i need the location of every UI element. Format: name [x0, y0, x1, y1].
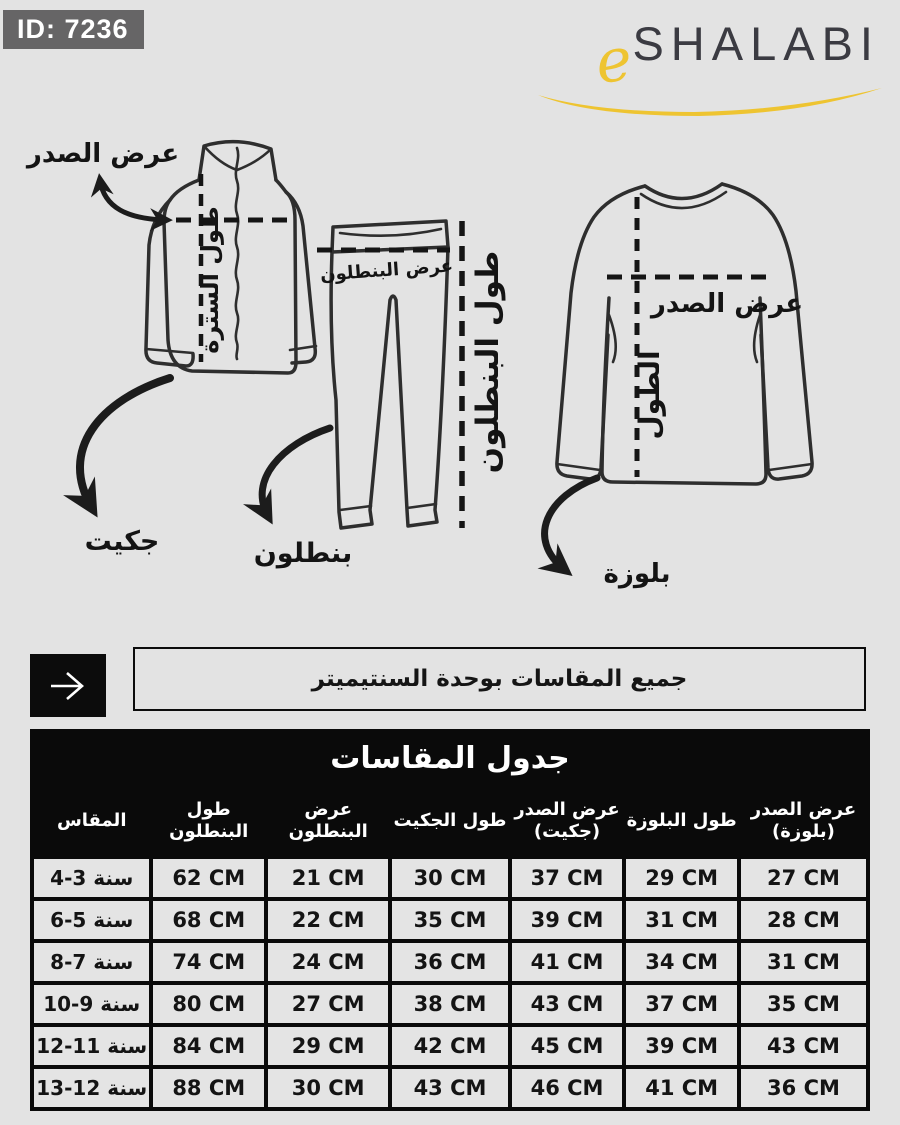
value-cell: 38 CM	[392, 985, 508, 1023]
jacket-chest-arrow	[90, 173, 173, 232]
blouse-drawing: عرض الصدر الطول بلوزة	[537, 182, 814, 589]
pants-drawing: عرض البنطلون طول البنطلون بنطلون	[242, 219, 506, 569]
value-cell: 31 CM	[740, 943, 866, 981]
value-cell: 21 CM	[268, 859, 389, 897]
size-cell: سنة 12-13	[34, 1069, 150, 1107]
product-id-badge: ID: 7236	[3, 10, 144, 49]
size-cell: سنة 3-4	[34, 859, 150, 897]
value-cell: 28 CM	[740, 901, 866, 939]
value-cell: 46 CM	[511, 1069, 623, 1107]
value-cell: 80 CM	[153, 985, 265, 1023]
pants-length-label: طول البنطلون	[470, 251, 506, 474]
col-header-pants-length: طول البنطلون	[169, 799, 249, 842]
size-cell: سنة 7-8	[34, 943, 150, 981]
size-cell: سنة 11-12	[34, 1027, 150, 1065]
value-cell: 36 CM	[740, 1069, 866, 1107]
value-cell: 43 CM	[392, 1069, 508, 1107]
value-cell: 42 CM	[392, 1027, 508, 1065]
value-cell: 45 CM	[511, 1027, 623, 1065]
brand-logo: e SHALABI	[592, 17, 880, 98]
jacket-pointer-arrow	[63, 374, 174, 518]
value-cell: 88 CM	[153, 1069, 265, 1107]
pants-name-label: بنطلون	[254, 538, 352, 569]
size-table: جدول المقاسات المقاس طول البنطلون عرض ال…	[30, 729, 870, 1111]
jacket-drawing: عرض الصدر طول السترة جكيت	[25, 139, 318, 557]
logo-brand-name: SHALABI	[632, 17, 880, 70]
value-cell: 27 CM	[268, 985, 389, 1023]
value-cell: 37 CM	[626, 985, 737, 1023]
size-cell: سنة 9-10	[34, 985, 150, 1023]
size-cell: سنة 5-6	[34, 901, 150, 939]
value-cell: 35 CM	[392, 901, 508, 939]
col-header-pants-width: عرض البنطلون	[288, 799, 368, 842]
blouse-length-label: الطول	[633, 350, 666, 439]
pants-width-label: عرض البنطلون	[319, 255, 453, 285]
value-cell: 43 CM	[511, 985, 623, 1023]
pants-pointer-arrow	[242, 424, 334, 525]
jacket-zipper	[234, 146, 240, 361]
value-cell: 34 CM	[626, 943, 737, 981]
right-arrow-icon	[51, 671, 84, 700]
value-cell: 74 CM	[153, 943, 265, 981]
col-header-chest-width-jacket: عرض الصدر (جكيت)	[514, 799, 620, 842]
value-cell: 31 CM	[626, 901, 737, 939]
value-cell: 41 CM	[626, 1069, 737, 1107]
banner-arrow-box	[30, 654, 106, 717]
measurement-diagram: عرض الصدر طول السترة جكيت عرض البنطلون ط…	[25, 139, 814, 589]
value-cell: 41 CM	[511, 943, 623, 981]
value-cell: 37 CM	[511, 859, 623, 897]
jacket-name-label: جكيت	[85, 526, 160, 557]
col-header-chest-width-blouse: عرض الصدر (بلوزة)	[750, 799, 857, 842]
value-cell: 24 CM	[268, 943, 389, 981]
units-note-banner: جميع المقاسات بوحدة السنتيميتر	[133, 647, 866, 711]
value-cell: 36 CM	[392, 943, 508, 981]
logo-swoosh-icon	[538, 88, 882, 116]
value-cell: 39 CM	[626, 1027, 737, 1065]
jacket-chest-width-label: عرض الصدر	[25, 139, 179, 169]
blouse-pointer-arrow	[537, 474, 601, 577]
value-cell: 30 CM	[392, 859, 508, 897]
value-cell: 62 CM	[153, 859, 265, 897]
col-header-blouse-length: طول البلوزة	[626, 810, 737, 832]
value-cell: 29 CM	[268, 1027, 389, 1065]
value-cell: 35 CM	[740, 985, 866, 1023]
value-cell: 68 CM	[153, 901, 265, 939]
value-cell: 30 CM	[268, 1069, 389, 1107]
value-cell: 43 CM	[740, 1027, 866, 1065]
blouse-chest-width-label: عرض الصدر	[649, 289, 803, 319]
value-cell: 22 CM	[268, 901, 389, 939]
value-cell: 84 CM	[153, 1027, 265, 1065]
value-cell: 29 CM	[626, 859, 737, 897]
size-table-title: جدول المقاسات	[330, 740, 570, 776]
value-cell: 39 CM	[511, 901, 623, 939]
logo-e-mark: e	[592, 24, 636, 98]
jacket-length-label: طول السترة	[196, 206, 224, 353]
value-cell: 27 CM	[740, 859, 866, 897]
col-header-jacket-length: طول الجكيت	[393, 810, 507, 832]
col-header-size: المقاس	[56, 810, 127, 832]
blouse-name-label: بلوزة	[604, 559, 671, 589]
